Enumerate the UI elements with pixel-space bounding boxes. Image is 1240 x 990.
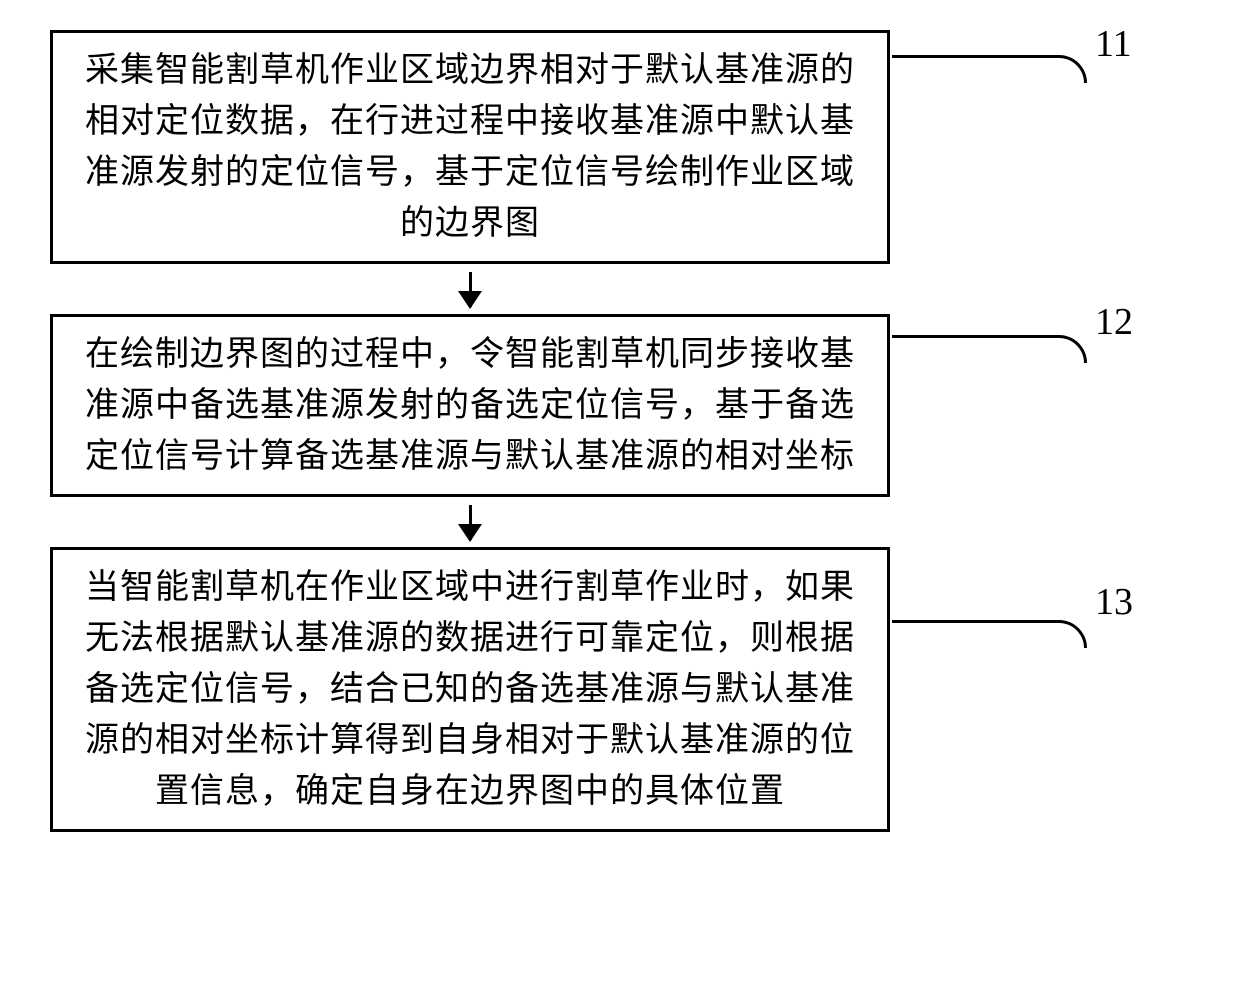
label-2: 12 <box>1095 300 1133 344</box>
flowchart-box-3: 当智能割草机在作业区域中进行割草作业时，如果无法根据默认基准源的数据进行可靠定位… <box>50 547 890 832</box>
arrow-2-container <box>50 497 890 547</box>
connector-3 <box>892 620 1087 648</box>
box-3-text: 当智能割草机在作业区域中进行割草作业时，如果无法根据默认基准源的数据进行可靠定位… <box>71 562 869 817</box>
flowchart-box-1: 采集智能割草机作业区域边界相对于默认基准源的相对定位数据，在行进过程中接收基准源… <box>50 30 890 264</box>
arrow-1 <box>469 272 472 307</box>
flowchart-box-2: 在绘制边界图的过程中，令智能割草机同步接收基准源中备选基准源发射的备选定位信号，… <box>50 314 890 497</box>
label-3: 13 <box>1095 580 1133 624</box>
flowchart-container: 采集智能割草机作业区域边界相对于默认基准源的相对定位数据，在行进过程中接收基准源… <box>50 30 1190 832</box>
box-2-text: 在绘制边界图的过程中，令智能割草机同步接收基准源中备选基准源发射的备选定位信号，… <box>71 329 869 482</box>
connector-2 <box>892 335 1087 363</box>
label-1: 11 <box>1095 22 1132 66</box>
arrow-1-container <box>50 264 890 314</box>
box-1-text: 采集智能割草机作业区域边界相对于默认基准源的相对定位数据，在行进过程中接收基准源… <box>71 45 869 249</box>
connector-1 <box>892 55 1087 83</box>
arrow-2 <box>469 505 472 540</box>
